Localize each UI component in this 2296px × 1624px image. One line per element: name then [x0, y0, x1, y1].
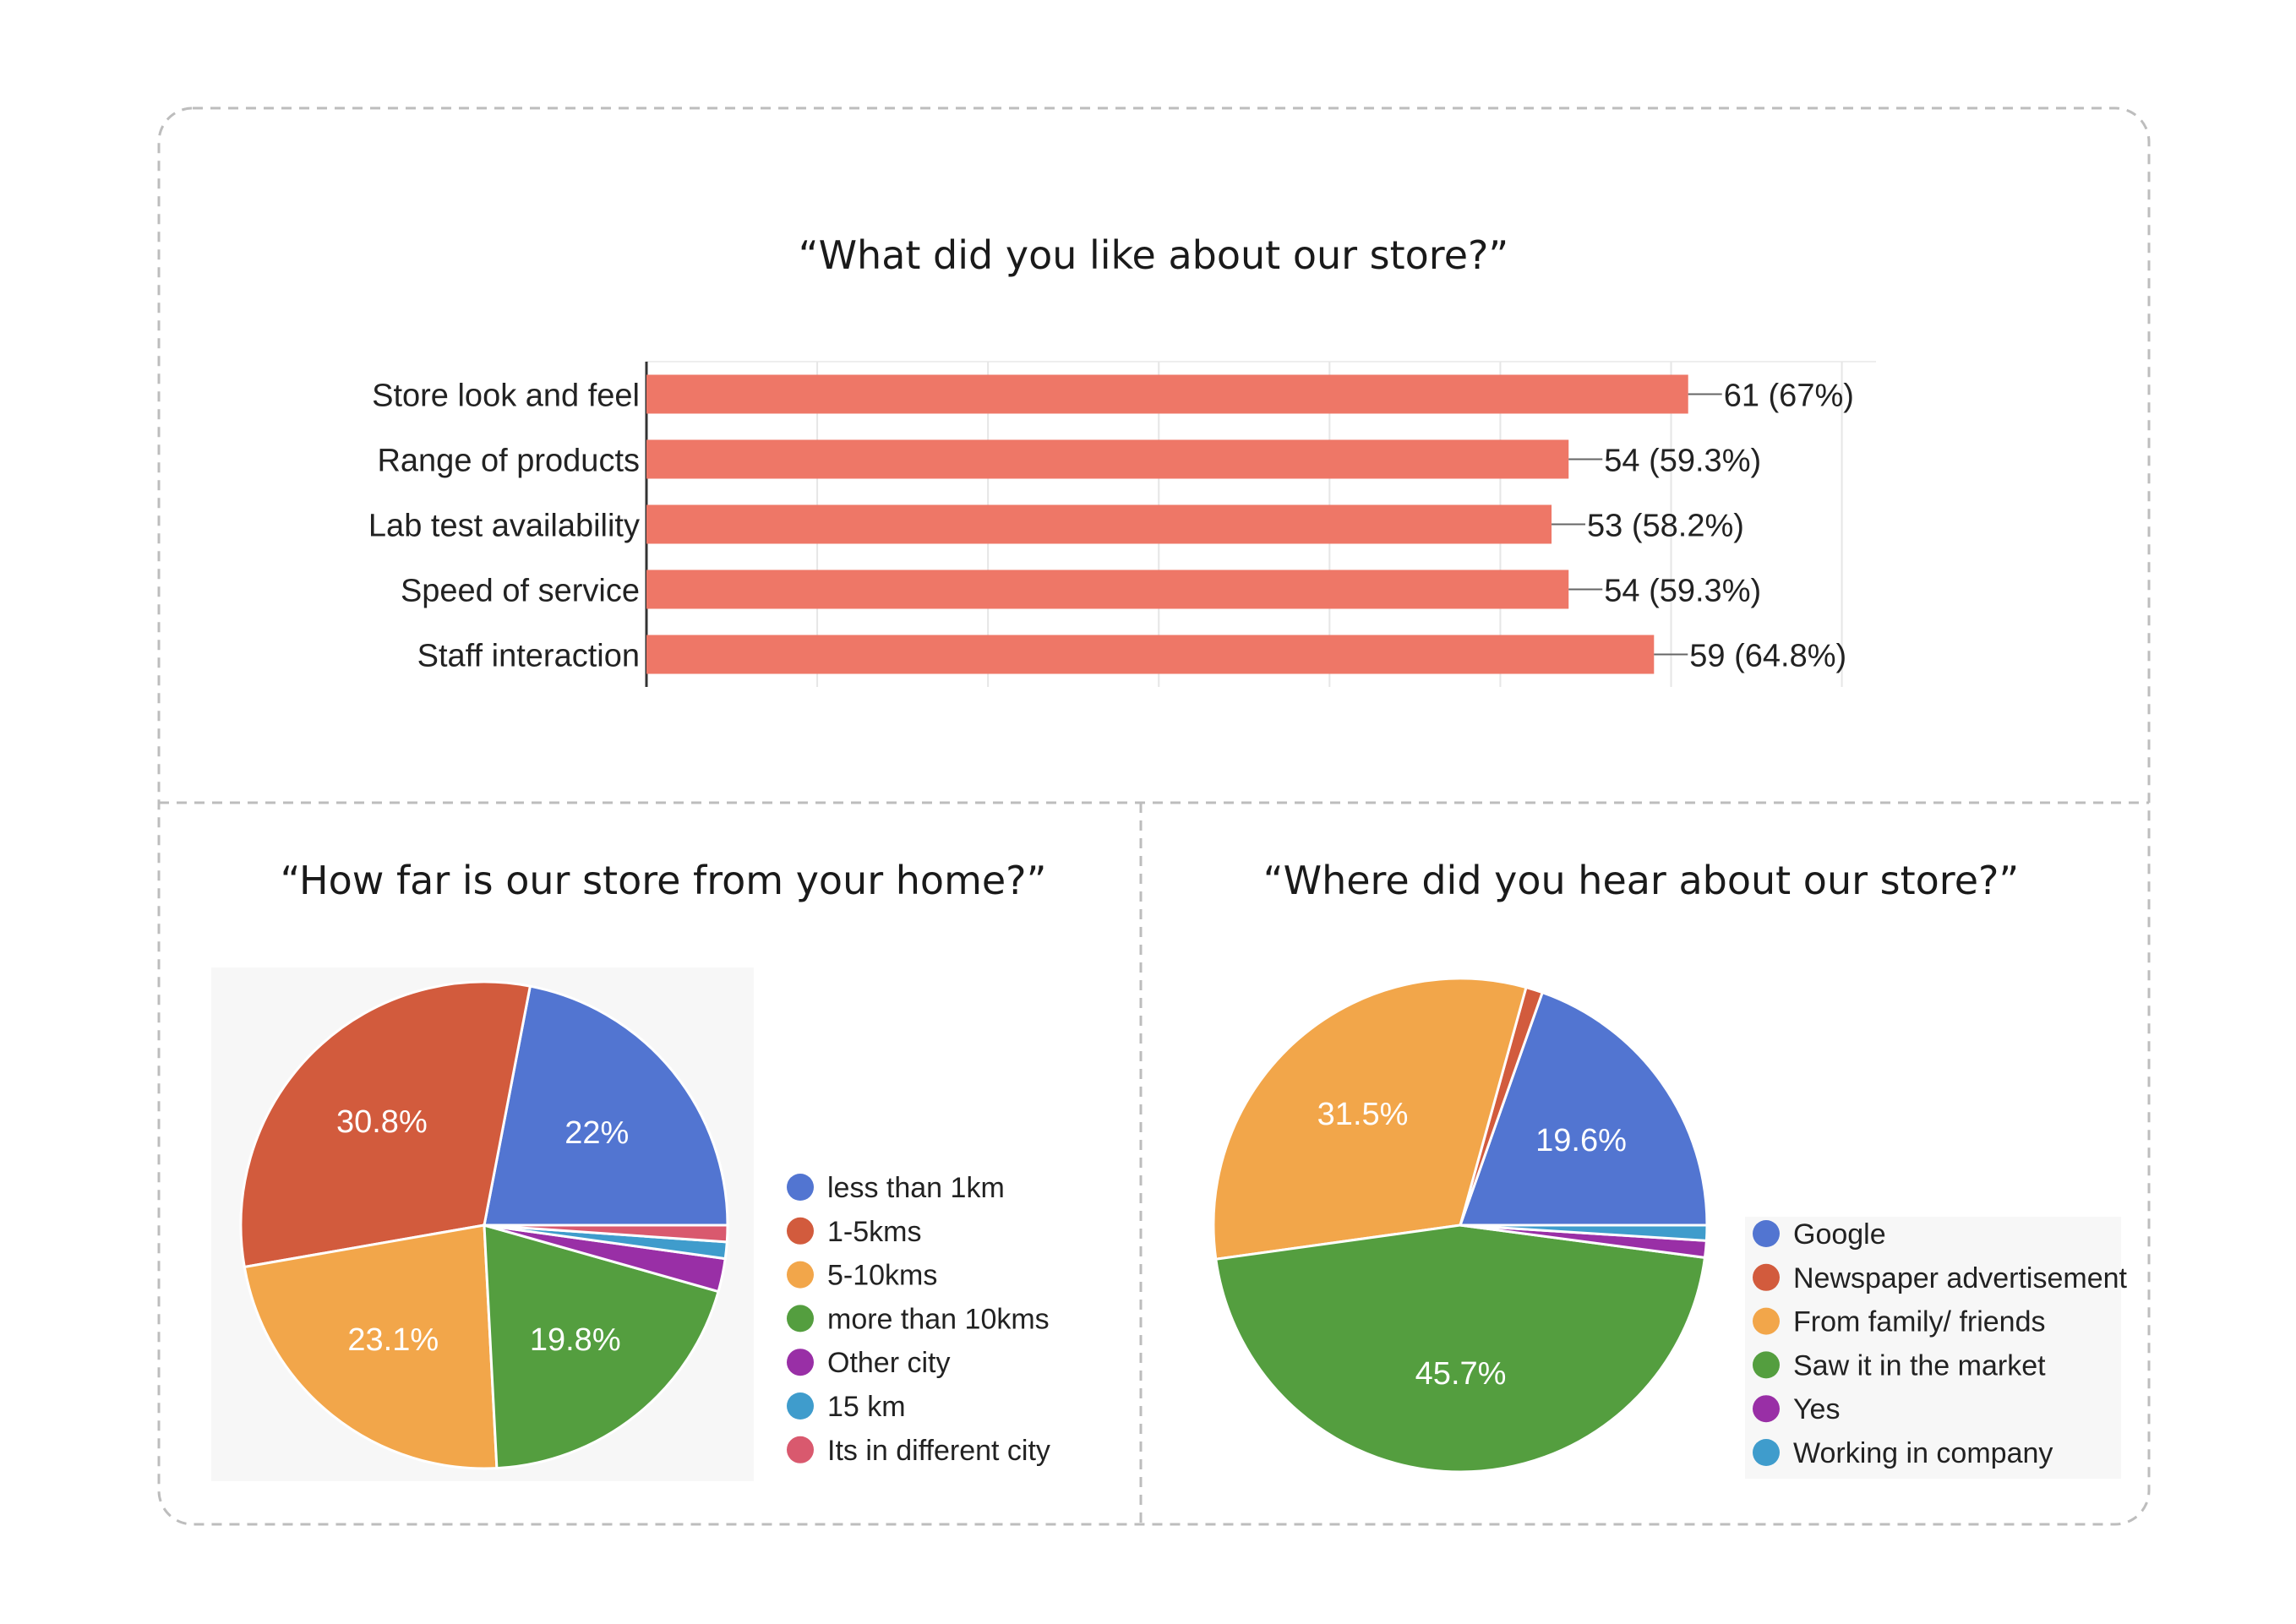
data-label-staff-interaction: 59 (64.8%) — [1689, 639, 1846, 674]
slice-from-family-friends — [1212, 977, 1528, 1261]
bar-store-look-and-feel — [646, 374, 1688, 414]
legend-label-saw-it-in-the-market: Saw it in the market — [1793, 1349, 2046, 1381]
slice-its-in-different-city — [483, 1223, 729, 1244]
distance-pie-legend: less than 1km 1-5kms 5-10kms more than 10km… — [787, 1172, 1050, 1467]
slice-label-less-than-1km: 22% — [564, 1115, 629, 1151]
legend-label-its-in-different-city: Its in different city — [827, 1435, 1050, 1467]
legend-label-newspaper-advertisement: Newspaper advertisement — [1793, 1262, 2128, 1294]
slice-label-saw-it-in-the-market: 45.7% — [1415, 1356, 1507, 1392]
source-pie-legend: Google Newspaper advertisement From family… — [1753, 1218, 2128, 1469]
legend-swatch-from-family-friends — [1753, 1307, 1780, 1335]
legend-label-1-5kms: 1-5kms — [827, 1216, 921, 1248]
slice-label-google: 19.6% — [1535, 1123, 1627, 1158]
category-label-lab-test-availability: Lab test availability — [368, 509, 640, 544]
legend-label-other-city: Other city — [827, 1347, 950, 1379]
legend-swatch-google — [1753, 1220, 1780, 1247]
legend-label-less-than-1km: less than 1km — [827, 1172, 1005, 1204]
legend-swatch-working-in-company — [1753, 1439, 1780, 1466]
legend-label-15-km: 15 km — [827, 1391, 906, 1423]
slice-less-than-1km — [483, 984, 729, 1227]
slice-label-1-5kms: 30.8% — [336, 1104, 428, 1140]
legend-label-from-family-friends: From family/ friends — [1793, 1306, 2046, 1338]
bar-chart: Store look and feel 61 (67%) Range of prod… — [368, 361, 1876, 687]
distance-pie-title: “How far is our store from your home?” — [281, 858, 1047, 903]
legend-swatch-other-city — [787, 1349, 814, 1376]
slice-5-10kms — [243, 1223, 499, 1470]
legend-label-google: Google — [1793, 1218, 1886, 1251]
category-label-store-look-and-feel: Store look and feel — [372, 379, 640, 414]
category-label-staff-interaction: Staff interaction — [417, 639, 640, 674]
source-pie-title: “Where did you hear about our store?” — [1263, 858, 2019, 903]
slice-label-from-family-friends: 31.5% — [1317, 1097, 1409, 1132]
slice-working-in-company — [1459, 1223, 1709, 1242]
bar-speed-of-service — [646, 569, 1569, 609]
legend-swatch-15-km — [787, 1392, 814, 1420]
data-label-speed-of-service: 54 (59.3%) — [1604, 574, 1761, 609]
slice-saw-it-in-the-market — [1214, 1223, 1707, 1474]
legend-label-5-10kms: 5-10kms — [827, 1260, 937, 1292]
source-legend-background — [1745, 1217, 2121, 1479]
outer-dashed-frame — [157, 106, 2151, 1526]
bar-chart-title: “What did you like about our store?” — [799, 232, 1509, 278]
legend-swatch-less-than-1km — [787, 1174, 814, 1201]
legend-label-more-than-10kms: more than 10kms — [827, 1303, 1050, 1335]
bar-marks: Store look and feel 61 (67%) Range of prod… — [368, 374, 1854, 674]
legend-swatch-newspaper-advertisement — [1753, 1263, 1780, 1291]
slice-label-5-10kms: 23.1% — [347, 1322, 439, 1358]
data-label-range-of-products: 54 (59.3%) — [1604, 444, 1761, 479]
category-label-range-of-products: Range of products — [377, 444, 640, 479]
source-pie-chart: 19.6% 31.5% 45.7% — [1212, 977, 1709, 1474]
legend-label-working-in-company: Working in company — [1793, 1437, 2053, 1469]
legend-label-yes: Yes — [1793, 1393, 1840, 1425]
legend-swatch-saw-it-in-the-market — [1753, 1351, 1780, 1379]
slice-1-5kms — [239, 980, 532, 1269]
legend-swatch-its-in-different-city — [787, 1436, 814, 1463]
slice-label-more-than-10kms: 19.8% — [530, 1322, 621, 1358]
distance-pie-chart: 22% 30.8% 23.1% 19.8% — [239, 980, 729, 1470]
legend-swatch-yes — [1753, 1395, 1780, 1423]
slice-more-than-10kms — [483, 1223, 720, 1470]
legend-swatch-more-than-10kms — [787, 1305, 814, 1332]
bar-lab-test-availability — [646, 504, 1552, 544]
data-label-lab-test-availability: 53 (58.2%) — [1587, 509, 1744, 544]
legend-swatch-1-5kms — [787, 1217, 814, 1245]
legend-swatch-5-10kms — [787, 1261, 814, 1289]
category-label-speed-of-service: Speed of service — [401, 574, 640, 609]
bar-range-of-products — [646, 439, 1569, 479]
data-label-store-look-and-feel: 61 (67%) — [1724, 379, 1854, 414]
bar-staff-interaction — [646, 635, 1655, 674]
